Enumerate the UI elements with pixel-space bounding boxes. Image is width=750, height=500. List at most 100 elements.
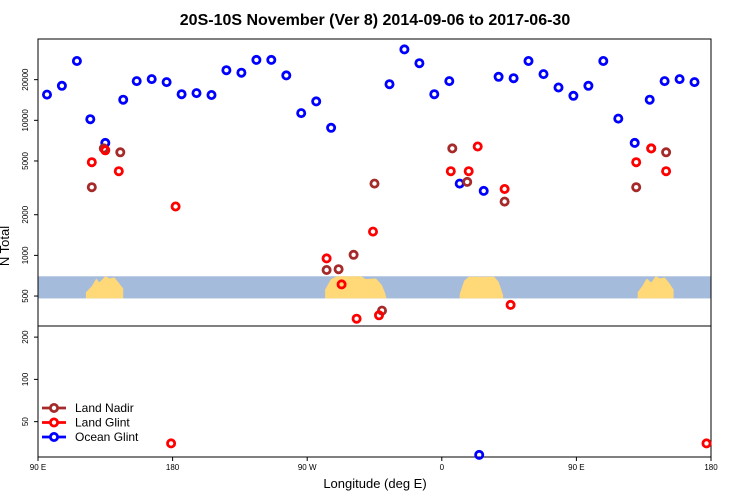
land-nadir-point	[321, 264, 332, 275]
ocean-glint-point	[296, 108, 307, 119]
land-region-4	[637, 276, 674, 299]
ocean-glint-point	[523, 56, 534, 67]
ocean-glint-point	[478, 185, 489, 196]
ocean-glint-point	[266, 54, 277, 65]
ocean-glint-point	[538, 69, 549, 80]
land-glint-point	[661, 166, 672, 177]
land-glint-point	[499, 183, 510, 194]
ocean-glint-point	[191, 88, 202, 99]
land-glint-point	[463, 166, 474, 177]
legend-label: Land Glint	[75, 416, 130, 430]
land-nadir-point	[447, 143, 458, 154]
ocean-glint-point	[146, 74, 157, 85]
ocean-glint-point	[644, 94, 655, 105]
ocean-glint-point	[206, 90, 217, 101]
lower-panel-frame	[37, 325, 712, 458]
ocean-glint-point	[71, 56, 82, 67]
x-tick-label: 90 E	[30, 463, 46, 472]
y-axis-upper: 500 1000 2000 5000 10000 20000	[21, 68, 38, 303]
legend-marker	[49, 417, 60, 428]
ocean-glint-point	[508, 73, 519, 84]
ocean-glint-point	[629, 137, 640, 148]
land-nadir-point	[348, 249, 359, 260]
land-nadir-point	[499, 196, 510, 207]
ocean-glint-point	[674, 74, 685, 85]
land-glint-point	[351, 313, 362, 324]
land-nadir-point	[333, 264, 344, 275]
x-tick-label: 180	[704, 463, 718, 472]
land-glint-point-lower	[166, 438, 177, 449]
land-glint-point	[373, 310, 384, 321]
y-lower-tick-label: 200	[21, 330, 30, 344]
x-tick-label: 90 E	[568, 463, 584, 472]
x-tick-label: 180	[166, 463, 180, 472]
land-glint-point	[113, 166, 124, 177]
y-axis-label: N Total	[0, 226, 12, 266]
y-upper-tick-label: 20000	[21, 68, 30, 91]
legend-label: Land Nadir	[75, 401, 134, 415]
ocean-glint-point	[689, 77, 700, 88]
x-tick-label: 90 W	[298, 463, 317, 472]
land-glint-point	[321, 253, 332, 264]
ocean-glint-point	[236, 67, 247, 78]
x-tick-label: 0	[440, 463, 445, 472]
ocean-glint-point	[85, 114, 96, 125]
ocean-glint-point	[221, 65, 232, 76]
y-upper-tick-label: 5000	[21, 152, 30, 170]
land-glint-point-lower	[701, 438, 712, 449]
y-upper-tick-label: 2000	[21, 205, 30, 223]
land-nadir-point	[86, 182, 97, 193]
land-glint-point	[86, 157, 97, 168]
ocean-glint-point	[429, 89, 440, 100]
land-nadir-point	[369, 178, 380, 189]
land-glint-point	[170, 201, 181, 212]
land-glint-point	[646, 143, 657, 154]
land-glint-point	[472, 141, 483, 152]
ocean-glint-point	[384, 79, 395, 90]
ocean-glint-point	[493, 71, 504, 82]
ocean-glint-point	[311, 96, 322, 107]
y-upper-tick-label: 10000	[21, 109, 30, 132]
ocean-glint-point	[659, 76, 670, 87]
land-glint-point	[631, 157, 642, 168]
ocean-glint-point	[553, 82, 564, 93]
land-glint-point	[505, 299, 516, 310]
data-points	[42, 44, 712, 460]
land-glint-point	[445, 166, 456, 177]
ocean-glint-point	[613, 113, 624, 124]
y-lower-tick-label: 100	[21, 372, 30, 386]
x-axis: 90 E 180 90 W 0 90 E 180	[30, 457, 718, 472]
land-glint-point	[367, 226, 378, 237]
land-nadir-point	[115, 147, 126, 158]
x-axis-label: Longitude (deg E)	[323, 476, 426, 491]
ocean-glint-point	[598, 56, 609, 67]
ocean-glint-point	[118, 94, 129, 105]
land-region-3	[459, 276, 504, 299]
ocean-glint-point	[281, 70, 292, 81]
ocean-glint-point	[444, 76, 455, 87]
plot-panels	[37, 38, 712, 458]
ocean-glint-point	[56, 80, 67, 91]
land-ocean-strip	[38, 276, 711, 299]
ocean-glint-point	[568, 90, 579, 101]
land-glint-point	[336, 279, 347, 290]
chart-title: 20S-10S November (Ver 8) 2014-09-06 to 2…	[180, 12, 571, 29]
ocean-glint-point	[42, 89, 53, 100]
land-nadir-point	[631, 182, 642, 193]
ocean-glint-point-lower	[474, 449, 485, 460]
land-nadir-point	[661, 147, 672, 158]
y-upper-tick-label: 500	[21, 289, 30, 303]
ocean-glint-point	[251, 54, 262, 65]
land-region-1	[85, 276, 124, 299]
land-nadir-point	[462, 176, 473, 187]
ocean-glint-point	[161, 77, 172, 88]
legend-label: Ocean Glint	[75, 430, 139, 444]
ocean-glint-point	[583, 80, 594, 91]
y-axis-lower: 50 100 200	[21, 330, 38, 426]
land-glint-point	[100, 145, 111, 156]
ocean-glint-point	[176, 89, 187, 100]
ocean-glint-point	[454, 178, 465, 189]
y-lower-tick-label: 50	[21, 417, 30, 426]
